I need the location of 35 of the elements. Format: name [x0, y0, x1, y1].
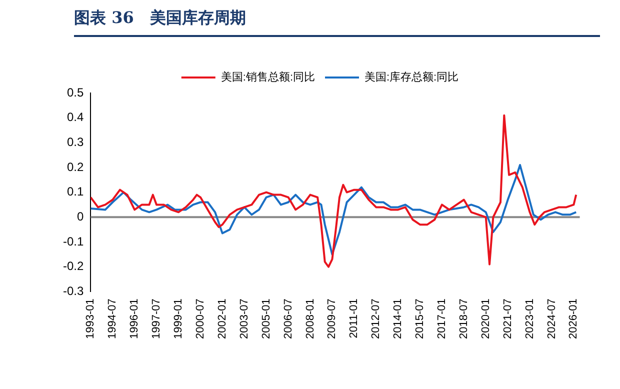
x-tick-label: 2011-01	[348, 298, 360, 338]
y-tick-label: -0.1	[62, 234, 84, 248]
x-tick-label: 2002-01	[216, 298, 228, 340]
x-tick-label: 2024-07	[546, 298, 558, 340]
y-tick-label: -0.3	[62, 284, 84, 298]
x-tick-label: 1994-07	[106, 298, 119, 340]
y-tick-label: 0.1	[66, 184, 84, 199]
y-tick-label: 0.2	[66, 160, 84, 174]
x-tick-label: 2000-07	[194, 298, 206, 340]
x-tick-label: 2006-07	[282, 298, 294, 340]
x-tick-label: 2023-01	[524, 298, 536, 340]
x-tick-label: 2021-07	[502, 298, 514, 340]
x-tick-label: 2009-07	[326, 298, 338, 340]
x-tick-label: 1999-01	[172, 298, 185, 340]
y-tick-label: 0.3	[66, 134, 84, 149]
x-tick-label: 2014-01	[392, 298, 404, 340]
x-tick-label: 1993-01	[84, 298, 97, 340]
chart-title: 图表 36 美国库存周期	[74, 8, 600, 37]
x-tick-label: 2026-01	[568, 298, 580, 340]
legend-label: 美国:销售总额:同比	[220, 70, 316, 84]
x-tick-label: 1997-07	[150, 298, 163, 340]
x-tick-label: 2015-07	[414, 298, 426, 340]
y-tick-label: -0.2	[62, 259, 84, 274]
x-tick-label: 2018-07	[458, 298, 470, 340]
y-tick-label: 0.5	[66, 85, 84, 100]
x-tick-label: 1996-01	[128, 298, 141, 340]
x-tick-label: 2012-07	[370, 298, 382, 340]
x-tick-label: 2005-01	[260, 298, 272, 340]
x-tick-label: 2017-01	[436, 298, 448, 340]
y-tick-label: 0	[76, 209, 84, 224]
legend-label: 美国:库存总额:同比	[364, 70, 459, 84]
x-tick-label: 2003-07	[238, 298, 250, 340]
x-tick-label: 2020-01	[480, 298, 492, 340]
y-tick-label: 0.4	[66, 110, 84, 124]
x-tick-label: 2008-01	[304, 298, 316, 340]
